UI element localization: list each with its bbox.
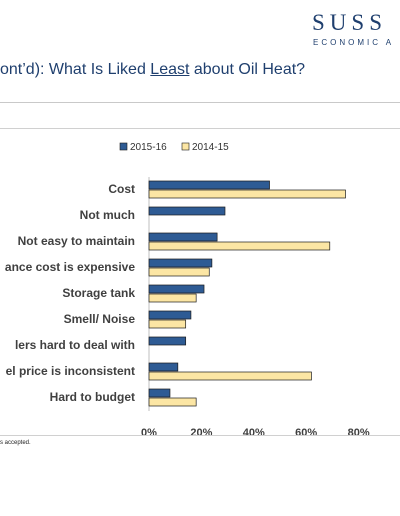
bar-2014-15-5 — [148, 319, 187, 329]
bar-chart: 2015-16 2014-15 Cost Not much Not easy to ma… — [5, 142, 370, 435]
category-label: el price is inconsistent — [6, 364, 135, 378]
bar-2014-15-4 — [148, 293, 197, 303]
category-label: ance cost is expensive — [5, 260, 135, 274]
x-tick-label: 0% — [141, 427, 157, 435]
bar-2014-15-8 — [148, 397, 197, 407]
bar-2015-16-8 — [148, 388, 171, 398]
bar-2015-16-0 — [148, 180, 270, 190]
x-tick-label: 80% — [348, 427, 370, 435]
slide-title-prefix: ont’d): What Is Liked — [0, 61, 151, 78]
bar-2015-16-4 — [148, 284, 205, 294]
legend-swatch-2014-15 — [181, 142, 190, 151]
bar-2014-15-2 — [148, 241, 331, 251]
bar-2015-16-3 — [148, 258, 213, 268]
brand-logo: SUSS ECONOMIC A — [280, 6, 400, 46]
x-tick-label: 20% — [190, 427, 212, 435]
category-label: Smell/ Noise — [64, 312, 136, 326]
footnote: s accepted. — [0, 440, 31, 446]
bar-2014-15-0 — [148, 189, 346, 199]
x-tick-label: 40% — [243, 427, 265, 435]
brand-subtitle: ECONOMIC A — [313, 38, 395, 46]
category-label: Not easy to maintain — [18, 234, 135, 248]
category-label: Storage tank — [62, 286, 135, 300]
slide-title-suffix: about Oil Heat? — [189, 61, 306, 78]
x-tick-label: 60% — [295, 427, 317, 435]
title-divider — [0, 102, 400, 103]
brand-name: SUSS — [312, 10, 387, 35]
category-label: Cost — [108, 182, 135, 196]
legend-label-2015-16: 2015-16 — [130, 142, 167, 153]
bar-2014-15-3 — [148, 267, 210, 277]
category-label: Not much — [80, 208, 135, 222]
category-label: lers hard to deal with — [15, 338, 135, 352]
chart-frame: 2015-16 2014-15 Cost Not much Not easy to ma… — [0, 128, 400, 436]
legend-label-2014-15: 2014-15 — [192, 142, 229, 153]
category-label: Hard to budget — [50, 390, 135, 404]
bar-2015-16-1 — [148, 206, 226, 216]
bar-2015-16-6 — [148, 336, 187, 346]
bar-2015-16-5 — [148, 310, 192, 320]
legend-swatch-2015-16 — [119, 142, 128, 151]
bar-2015-16-7 — [148, 362, 179, 372]
slide-title-emphasis: Least — [150, 61, 190, 78]
slide-title: ont’d): What Is Liked Least about Oil He… — [0, 61, 400, 79]
bar-2015-16-2 — [148, 232, 218, 242]
bar-2014-15-7 — [148, 371, 312, 381]
